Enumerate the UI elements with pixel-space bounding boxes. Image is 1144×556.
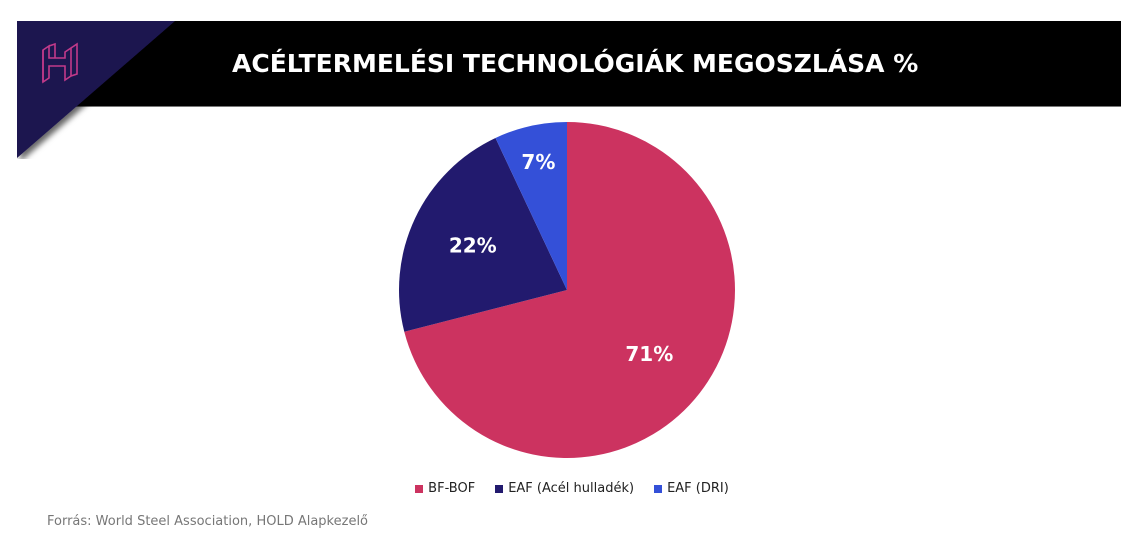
chart-legend: BF-BOF EAF (Acél hulladék) EAF (DRI) (0, 481, 1144, 496)
title-banner (17, 21, 1121, 107)
pie-slice-bf-bof (404, 122, 735, 459)
corner-triangle (17, 21, 175, 158)
pie-slice-eaf-dri (495, 122, 567, 290)
legend-item-eaf-dri: EAF (DRI) (654, 481, 729, 496)
slice-value-label: 71% (625, 342, 673, 366)
hold-h-logo-icon (42, 42, 78, 84)
legend-item-bf-bof: BF-BOF (415, 481, 475, 496)
legend-label: BF-BOF (428, 481, 476, 496)
slice-value-label: 22% (449, 234, 497, 258)
legend-item-eaf-scrap: EAF (Acél hulladék) (495, 481, 634, 496)
legend-label: EAF (DRI) (667, 481, 729, 496)
legend-swatch-eaf-dri (654, 484, 663, 493)
source-note: Forrás: World Steel Association, HOLD Al… (47, 514, 369, 529)
legend-swatch-bf-bof (415, 484, 424, 493)
pie-slice-eaf-scrap (398, 137, 567, 332)
legend-label: EAF (Acél hulladék) (508, 481, 635, 496)
page-title: ACÉLTERMELÉSI TECHNOLÓGIÁK MEGOSZLÁSA % (232, 49, 919, 78)
slice-value-label: 7% (521, 150, 555, 174)
legend-swatch-eaf-scrap (495, 484, 504, 493)
